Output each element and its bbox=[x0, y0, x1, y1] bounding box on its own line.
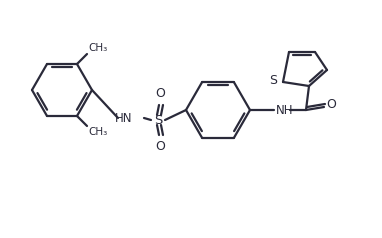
Text: NH: NH bbox=[276, 104, 293, 116]
Text: S: S bbox=[154, 114, 162, 127]
Text: CH₃: CH₃ bbox=[88, 127, 107, 137]
Text: O: O bbox=[155, 87, 165, 100]
Text: HN: HN bbox=[115, 111, 132, 124]
Text: O: O bbox=[155, 140, 165, 153]
Text: CH₃: CH₃ bbox=[88, 43, 107, 53]
Text: O: O bbox=[326, 99, 336, 111]
Text: S: S bbox=[269, 74, 277, 88]
